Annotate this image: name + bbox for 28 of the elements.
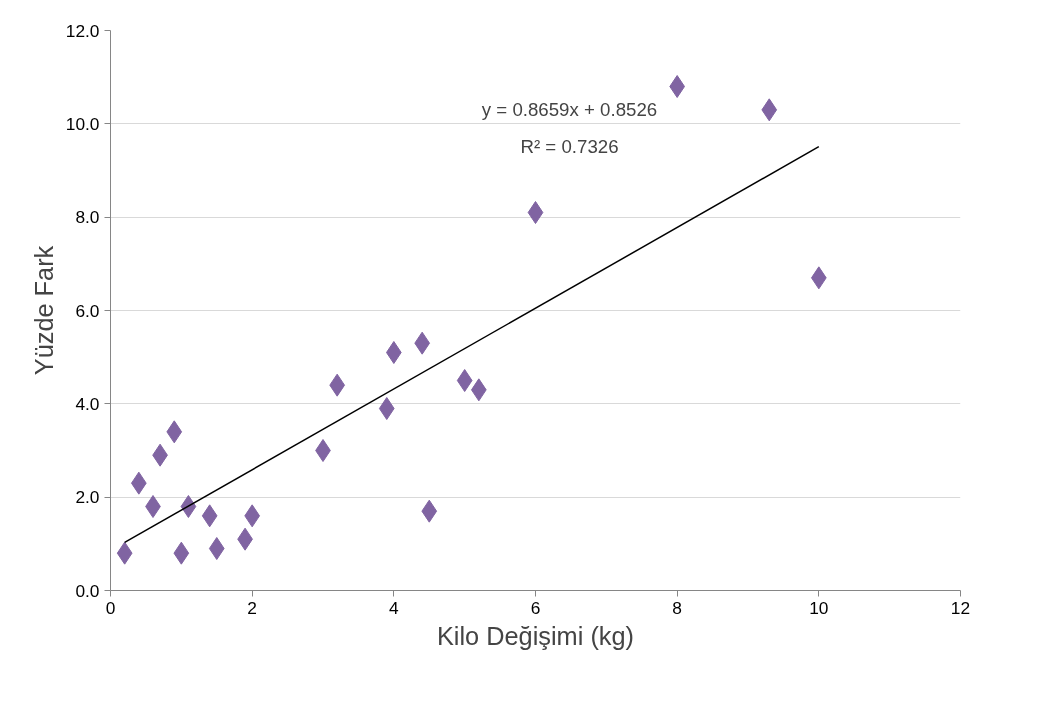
point (201, 504, 218, 528)
point (421, 499, 438, 523)
y-axis-title: Yüzde Fark (29, 245, 58, 376)
x-tick-label: 6 (530, 597, 541, 618)
x-tick-label: 12 (950, 597, 971, 618)
x-tick-label: 8 (672, 597, 682, 618)
point (116, 541, 133, 565)
point (173, 541, 190, 565)
point (761, 98, 778, 122)
y-tick-label: 6.0 (75, 300, 100, 321)
x-tick-label: 0 (105, 597, 116, 618)
x-tick-label: 10 (809, 597, 829, 618)
point (166, 420, 183, 444)
point (208, 537, 225, 560)
y-tick-label: 2.0 (75, 487, 100, 508)
y-tick-label: 8.0 (75, 207, 100, 228)
y-tick-label: 10.0 (65, 113, 100, 134)
x-tick-label: 2 (247, 597, 257, 618)
x-axis-title: Kilo Değişimi (kg) (436, 621, 635, 650)
y-tick-label: 12.0 (65, 20, 100, 41)
annotation: R² = 0.7326 (520, 135, 619, 157)
point (527, 201, 544, 224)
x-tick-label: 4 (389, 597, 400, 618)
annotation: y = 0.8659x + 0.8526 (481, 99, 658, 121)
y-tick-label: 4.0 (75, 393, 100, 414)
point (456, 369, 473, 392)
point (378, 397, 395, 420)
y-tick-label: 0.0 (75, 580, 100, 601)
